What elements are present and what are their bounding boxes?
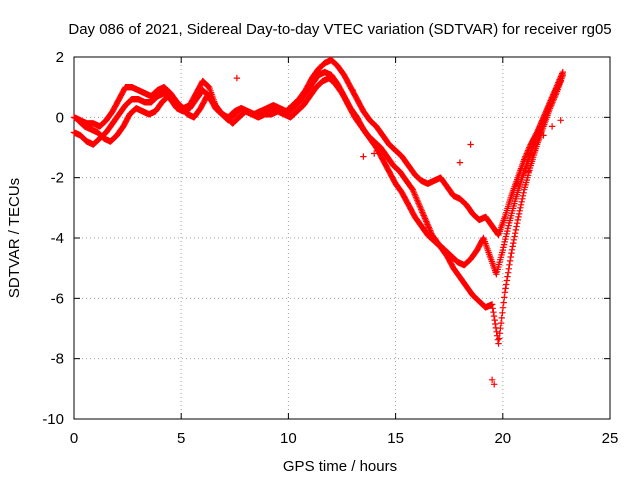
- track-c-point: [519, 195, 526, 202]
- track-b-point: [422, 216, 429, 224]
- track-c-point: [551, 93, 559, 100]
- outliers-point: [540, 132, 547, 139]
- x-tick-label: 15: [387, 430, 404, 447]
- y-tick-label: -10: [42, 411, 64, 428]
- track-c-point: [493, 328, 500, 335]
- outliers-point: [467, 141, 474, 148]
- points-layer: [70, 56, 566, 388]
- track-c-point: [503, 281, 510, 288]
- track-c-point: [499, 304, 507, 311]
- track-c-point: [497, 319, 505, 327]
- track-c-point: [548, 102, 555, 109]
- track-b-point: [424, 221, 431, 228]
- y-tick-label: -8: [51, 351, 64, 368]
- track-b-point: [415, 200, 422, 207]
- track-c-point: [497, 325, 504, 332]
- track-b-point: [416, 203, 423, 210]
- track-c-point: [510, 239, 517, 247]
- track-c-point: [495, 340, 502, 347]
- outliers-point: [488, 376, 496, 383]
- track-c-point: [501, 289, 509, 296]
- track-b-point: [412, 192, 419, 199]
- track-c-point: [517, 201, 525, 208]
- track-b-point: [413, 195, 420, 202]
- track-c-point: [514, 216, 521, 224]
- track-c-point: [511, 233, 518, 240]
- track-b-point: [426, 227, 434, 234]
- outliers-point: [371, 150, 378, 157]
- track-c-point: [502, 285, 509, 292]
- track-b-point: [419, 210, 427, 218]
- track-c-point: [507, 253, 514, 261]
- y-tick-label: -4: [51, 230, 64, 247]
- outliers-point: [557, 117, 564, 124]
- track-c-point: [552, 91, 559, 98]
- x-tick-label: 20: [494, 430, 511, 447]
- y-tick-label: -6: [51, 290, 64, 307]
- outliers-point: [456, 159, 464, 166]
- track-c-point: [515, 210, 523, 218]
- track-c-point: [513, 223, 520, 230]
- y-tick-label: 0: [56, 109, 64, 126]
- y-tick-label: 2: [56, 49, 64, 66]
- track-b-point: [421, 213, 428, 221]
- outliers-point: [360, 153, 367, 160]
- y-axis-label: SDTVAR / TECUs: [6, 178, 23, 298]
- track-c-point: [489, 305, 496, 312]
- track-c-point: [550, 96, 557, 103]
- track-c-point: [510, 236, 518, 243]
- x-tick-label: 10: [280, 430, 297, 447]
- x-tick-label: 5: [177, 430, 185, 447]
- x-tick-label: 25: [602, 430, 619, 447]
- track-c-point: [559, 71, 566, 79]
- track-c-point: [498, 314, 505, 322]
- track-c-point: [506, 261, 513, 268]
- track-c-point: [490, 312, 498, 320]
- outliers-point: [446, 186, 453, 193]
- tick-layer: [73, 56, 611, 420]
- track-c-point: [549, 99, 556, 106]
- track-c-point: [512, 230, 519, 237]
- y-tick-label: -2: [51, 170, 64, 187]
- chart-title: Day 086 of 2021, Sidereal Day-to-day VTE…: [68, 21, 611, 38]
- track-c-point: [516, 207, 523, 214]
- track-c-point: [508, 246, 516, 253]
- track-c-point: [520, 189, 527, 196]
- track-b-point: [500, 244, 507, 251]
- x-axis-label: GPS time / hours: [283, 458, 397, 475]
- track-c-point: [504, 273, 511, 280]
- outliers-point: [491, 381, 498, 388]
- track-c-point: [506, 257, 514, 265]
- outliers-point: [349, 87, 356, 94]
- outliers-point: [525, 168, 532, 175]
- track-b-point: [417, 206, 425, 213]
- outliers-point: [548, 123, 556, 130]
- outliers-point: [233, 74, 241, 82]
- track-b-point: [425, 224, 432, 231]
- track-c-point: [547, 103, 554, 110]
- outliers-point: [531, 147, 539, 154]
- x-tick-label: 0: [70, 430, 78, 447]
